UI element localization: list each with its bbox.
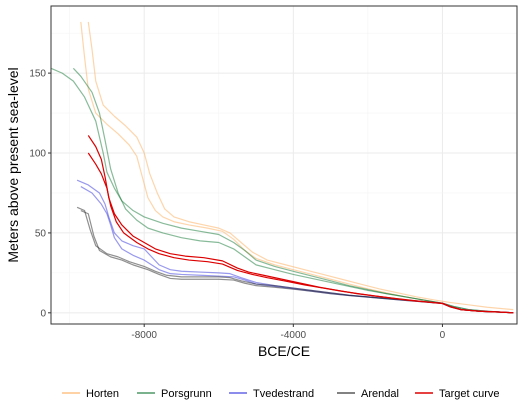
horten-series-line: [87, 21, 514, 311]
legend: Horten Porsgrunn Tvedestrand Arendal Target …: [62, 388, 500, 400]
porsgrunn-series-line: [72, 67, 514, 314]
legend-label-horten: Horten: [86, 388, 119, 400]
legend-label-target-curve: Target curve: [439, 388, 500, 400]
x-axis-title: BCE/CE: [258, 343, 310, 359]
panel-border: [50, 5, 518, 325]
legend-label-tvedestrand: Tvedestrand: [253, 388, 314, 400]
grid-lines: [51, 6, 518, 324]
legend-label-porsgrunn: Porsgrunn: [161, 388, 212, 400]
y-tick-label: 150: [29, 69, 46, 80]
y-tick-label: 100: [29, 149, 46, 160]
series-layer: [50, 21, 514, 314]
x-tick-label: -8000: [131, 330, 157, 341]
y-tick-label: 50: [35, 228, 47, 239]
y-tick-label: 0: [40, 308, 46, 319]
axis-ticks: -8000 -4000 0 0 50 100 150: [29, 69, 445, 341]
y-axis-title: Meters above present sea-level: [5, 67, 21, 262]
target-curve-series-line: [87, 152, 514, 314]
panel-background: [51, 6, 517, 324]
legend-label-arendal: Arendal: [361, 388, 399, 400]
x-tick-label: -4000: [281, 330, 307, 341]
x-tick-label: 0: [440, 330, 446, 341]
